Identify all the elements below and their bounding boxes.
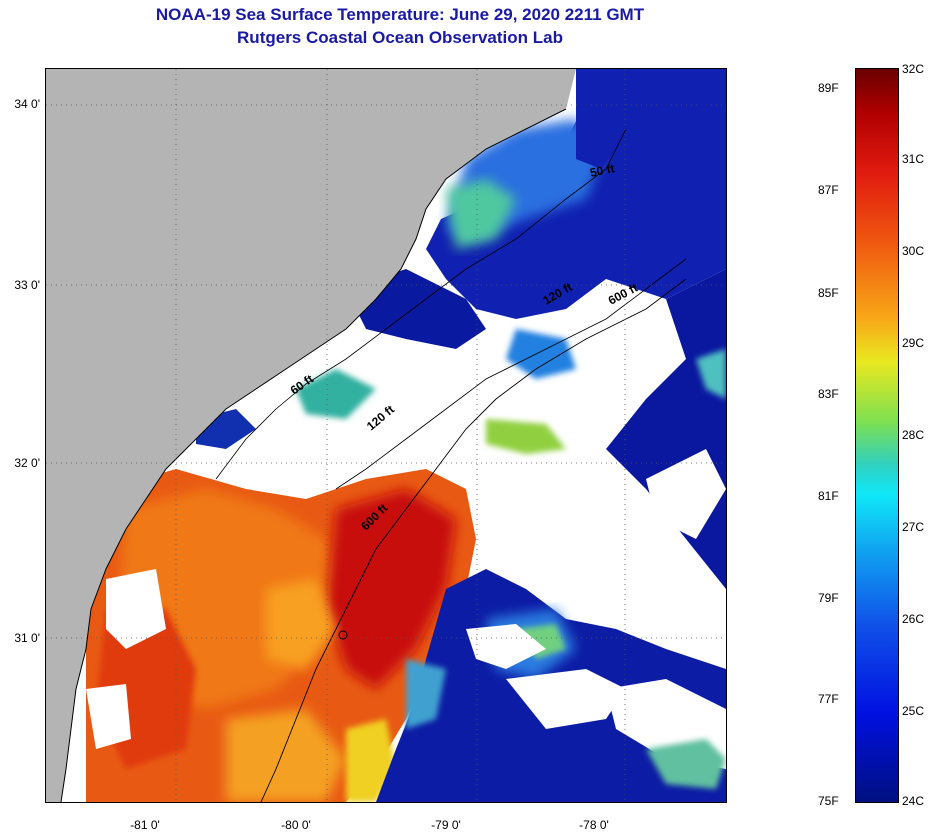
contour-120ft — [335, 258, 687, 490]
colorbar-f-89: 89F — [818, 81, 839, 95]
colorbar-f-81: 81F — [818, 489, 839, 503]
contour-60ft — [215, 128, 627, 480]
contour-label-50ft-north: 50 ft — [589, 161, 616, 180]
colorbar-c-29: 29C — [902, 336, 925, 350]
lat-lon-grid — [46, 69, 726, 802]
lon-label-79: -79 0' — [431, 818, 461, 832]
sst-map[interactable]: 50 ft 120 ft 600 ft 60 ft 120 ft 600 ft — [45, 68, 727, 803]
lat-label-31: 31 0' — [14, 631, 40, 645]
colorbar-f-75: 75F — [818, 794, 839, 808]
temperature-colorbar — [855, 68, 899, 803]
colorbar-c-26: 26C — [902, 612, 925, 626]
colorbar-f-87: 87F — [818, 183, 839, 197]
contour-600ft — [260, 278, 687, 802]
colorbar-c-30: 30C — [902, 244, 925, 258]
map-title: NOAA-19 Sea Surface Temperature: June 29… — [155, 5, 645, 24]
colorbar-f-79: 79F — [818, 591, 839, 605]
land-area — [46, 69, 576, 802]
colorbar-c-31: 31C — [902, 152, 925, 166]
lon-label-78: -78 0' — [579, 818, 609, 832]
northeast-coast — [576, 69, 621, 169]
lon-label-81: -81 0' — [130, 818, 160, 832]
coastline — [60, 108, 567, 802]
colorbar-c-25: 25C — [902, 704, 925, 718]
colorbar-f-83: 83F — [818, 387, 839, 401]
warm-water — [86, 469, 476, 802]
colorbar-f-85: 85F — [818, 286, 839, 300]
colorbar-c-28: 28C — [902, 428, 925, 442]
cloud-patches — [86, 479, 646, 749]
colorbar-c-32: 32C — [902, 62, 925, 76]
lat-label-33: 33 0' — [14, 278, 40, 292]
lon-label-80: -80 0' — [281, 818, 311, 832]
sst-map-canvas: 50 ft 120 ft 600 ft 60 ft 120 ft 600 ft — [46, 69, 726, 802]
colorbar-f-77: 77F — [818, 692, 839, 706]
cool-water-north — [426, 69, 726, 589]
lat-label-32: 32 0' — [14, 456, 40, 470]
colorbar-c-27: 27C — [902, 520, 925, 534]
map-subtitle: Rutgers Coastal Ocean Observation Lab — [237, 28, 563, 47]
lat-label-34: 34 0' — [14, 97, 40, 111]
colorbar-c-24: 24C — [902, 794, 925, 808]
buoy-marker[interactable] — [338, 630, 348, 640]
